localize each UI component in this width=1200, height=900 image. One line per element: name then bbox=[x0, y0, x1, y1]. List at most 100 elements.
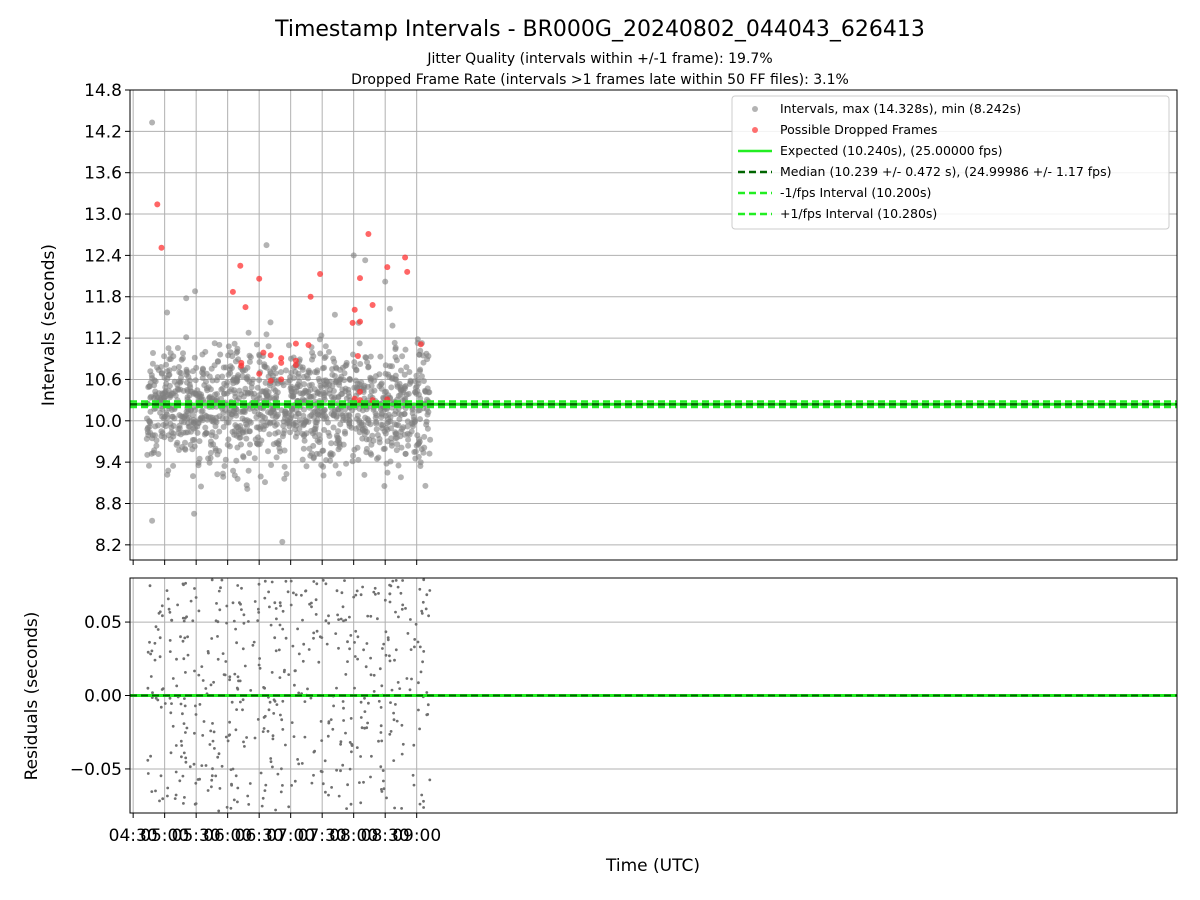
residual-point bbox=[181, 774, 185, 778]
residual-point bbox=[189, 599, 193, 603]
residual-point bbox=[395, 719, 399, 723]
interval-point bbox=[322, 343, 329, 350]
interval-point bbox=[332, 462, 339, 469]
interval-point bbox=[420, 352, 427, 359]
interval-point bbox=[233, 457, 240, 464]
residual-point bbox=[232, 619, 236, 623]
interval-point bbox=[395, 462, 402, 469]
interval-point bbox=[240, 454, 247, 461]
interval-point bbox=[378, 380, 385, 387]
interval-point bbox=[340, 417, 347, 424]
interval-point bbox=[183, 334, 190, 341]
residual-point bbox=[287, 673, 291, 676]
residual-point bbox=[273, 601, 277, 605]
residual-point bbox=[146, 650, 150, 654]
residual-point bbox=[262, 716, 266, 719]
residual-point bbox=[157, 611, 161, 615]
residual-point bbox=[270, 671, 274, 674]
interval-point bbox=[209, 429, 216, 436]
interval-point bbox=[352, 377, 359, 384]
residual-point bbox=[216, 635, 219, 638]
time-x-tick-label: 09:00 bbox=[392, 826, 441, 846]
residual-point bbox=[401, 603, 405, 607]
residual-point bbox=[149, 652, 153, 656]
interval-point bbox=[281, 447, 288, 454]
residual-point bbox=[168, 650, 172, 653]
interval-point bbox=[385, 419, 392, 425]
residual-point bbox=[158, 799, 161, 803]
residual-point bbox=[197, 609, 201, 613]
residual-point bbox=[225, 621, 229, 625]
residual-point bbox=[302, 642, 306, 646]
residual-point bbox=[167, 607, 171, 611]
residual-point bbox=[340, 591, 344, 595]
interval-point bbox=[231, 428, 238, 434]
residual-point bbox=[353, 655, 357, 658]
interval-point bbox=[322, 353, 329, 360]
interval-point bbox=[389, 322, 396, 329]
residual-point bbox=[416, 640, 420, 644]
residual-point bbox=[312, 773, 315, 777]
interval-point bbox=[251, 390, 258, 397]
interval-point bbox=[369, 432, 376, 439]
dropped-frame-point bbox=[238, 362, 245, 369]
time-x-tick-label: 08:30 bbox=[361, 826, 410, 846]
residuals-y-tick-label: 0.05 bbox=[84, 613, 122, 633]
residual-point bbox=[394, 579, 398, 582]
residual-point bbox=[346, 660, 349, 663]
residual-point bbox=[158, 655, 162, 659]
residual-point bbox=[173, 797, 177, 800]
interval-point bbox=[378, 410, 385, 417]
residual-point bbox=[186, 635, 190, 639]
interval-point bbox=[196, 438, 203, 445]
interval-point bbox=[405, 436, 412, 443]
interval-point bbox=[388, 384, 395, 391]
residual-point bbox=[194, 781, 198, 785]
residual-point bbox=[179, 635, 182, 639]
interval-point bbox=[242, 367, 249, 374]
residual-point bbox=[354, 593, 358, 597]
interval-point bbox=[179, 444, 185, 450]
residual-point bbox=[346, 783, 349, 787]
residual-point bbox=[279, 713, 282, 717]
interval-point bbox=[350, 351, 356, 358]
intervals-plot: 8.2 8.8 9.4 10.0 10.6 11.2 11.8 12.4 13.0 13.6 14.… bbox=[39, 81, 1178, 565]
interval-point bbox=[214, 471, 221, 478]
residual-point bbox=[303, 700, 307, 703]
residual-point bbox=[269, 623, 273, 627]
interval-point bbox=[329, 366, 336, 373]
interval-point bbox=[351, 384, 358, 391]
residual-point bbox=[228, 678, 232, 682]
interval-point bbox=[273, 439, 280, 446]
residual-point bbox=[353, 641, 356, 644]
residual-point bbox=[315, 629, 319, 633]
residual-point bbox=[269, 757, 273, 760]
residual-point bbox=[343, 579, 346, 582]
dropped-frame-point bbox=[278, 355, 285, 362]
residual-point bbox=[192, 762, 196, 766]
interval-point bbox=[265, 448, 271, 455]
interval-point bbox=[403, 364, 410, 371]
residual-point bbox=[231, 601, 235, 605]
interval-point bbox=[268, 462, 275, 468]
dropped-frame-point bbox=[354, 353, 361, 359]
interval-point bbox=[198, 408, 205, 415]
residual-point bbox=[356, 657, 359, 661]
residual-point bbox=[224, 735, 228, 739]
interval-point bbox=[290, 375, 297, 381]
residual-point bbox=[419, 670, 423, 674]
interval-point bbox=[299, 456, 306, 463]
interval-point bbox=[375, 454, 382, 461]
interval-point bbox=[147, 408, 154, 415]
interval-point bbox=[336, 470, 342, 477]
residual-point bbox=[369, 656, 372, 660]
residual-point bbox=[241, 708, 244, 712]
residual-point bbox=[229, 806, 233, 810]
interval-point bbox=[255, 392, 262, 399]
interval-point bbox=[214, 391, 220, 397]
interval-point bbox=[405, 390, 412, 397]
residual-point bbox=[218, 787, 222, 790]
interval-point bbox=[203, 430, 210, 437]
interval-point bbox=[170, 462, 177, 469]
residual-point bbox=[411, 773, 415, 777]
